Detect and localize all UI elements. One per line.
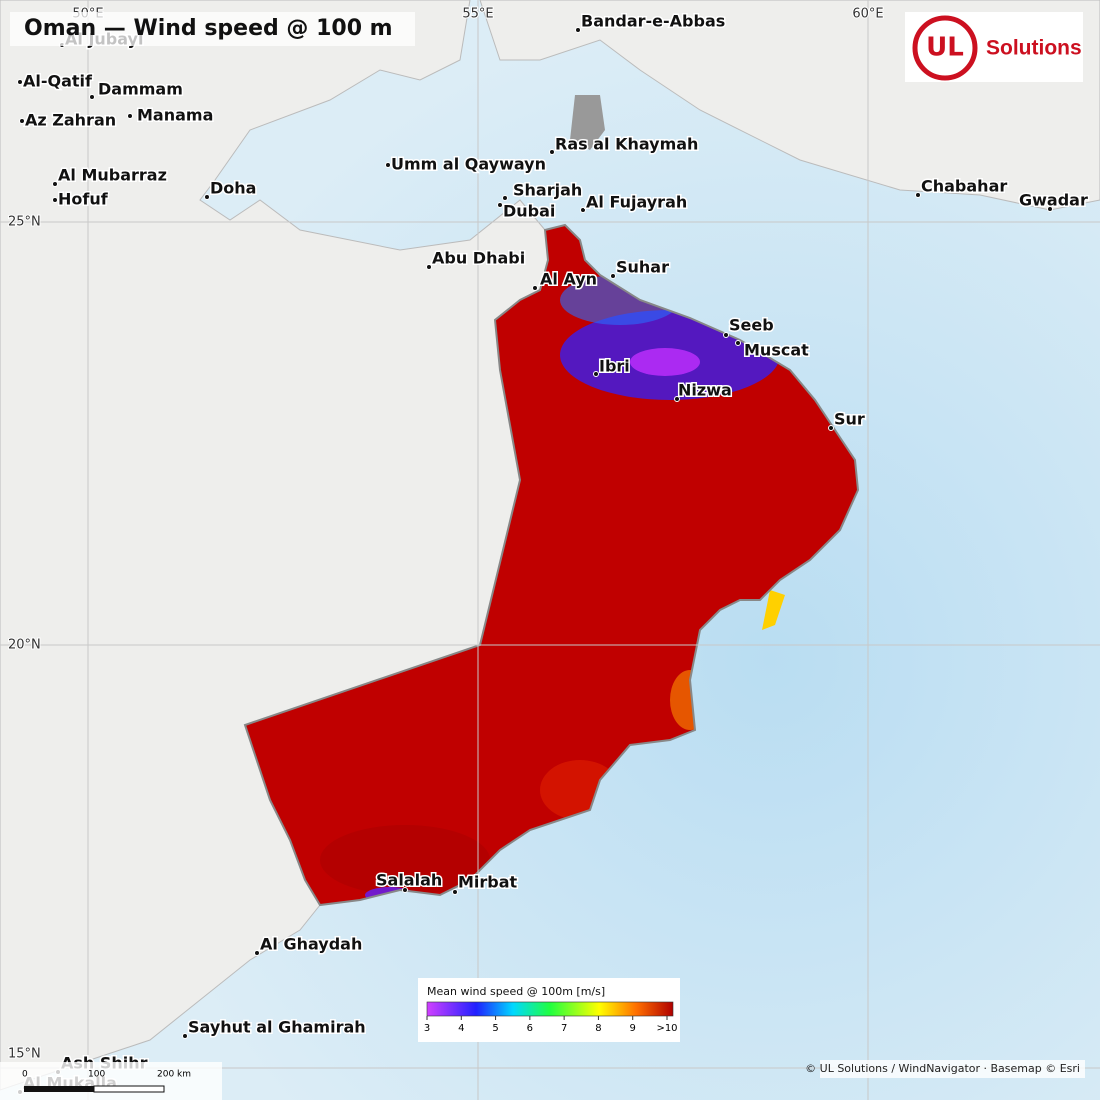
masirah-island [762, 590, 785, 630]
logo-circle [912, 15, 978, 81]
city-label: Seeb [729, 316, 774, 335]
city-label: Sayhut al Ghamirah [188, 1018, 366, 1037]
colorbar [426, 1001, 674, 1017]
city-dot [502, 195, 508, 201]
lat-label: 15°N [8, 1047, 41, 1062]
city-label: Ras al Khaymah [555, 135, 698, 154]
city-dot [52, 181, 58, 187]
title-bg [10, 12, 415, 46]
colorbar-tick-label: 5 [492, 1023, 498, 1034]
city-dot [610, 273, 616, 279]
city-label: Manama [137, 106, 213, 125]
city-dot [452, 889, 458, 895]
attribution-bg [820, 1060, 1085, 1078]
city-dot [89, 94, 95, 100]
city-dot [674, 396, 680, 402]
logo-mark: UL [926, 33, 964, 63]
logo-text: Solutions [986, 37, 1082, 60]
lat-label: 20°N [8, 638, 41, 653]
city-label: Mirbat [458, 873, 518, 892]
city-label: Hofuf [58, 190, 109, 209]
colorbar-tick-label: 7 [561, 1023, 567, 1034]
city-label: Umm al Qaywayn [391, 155, 546, 174]
city-label: Dubai [503, 202, 555, 221]
city-dot [580, 207, 586, 213]
city-label: Chabahar [921, 177, 1007, 196]
city-dot [182, 1033, 188, 1039]
city-dot [735, 340, 741, 346]
city-dot [532, 285, 538, 291]
city-label: Suhar [616, 258, 669, 277]
attribution: © UL Solutions / WindNavigator · Basemap… [805, 1062, 1080, 1075]
legend-title: Mean wind speed @ 100m [m/s] [427, 985, 605, 998]
city-label: Az Zahran [25, 111, 116, 130]
lon-label: 60°E [852, 7, 883, 22]
city-dot [915, 192, 921, 198]
city-dot [593, 371, 599, 377]
map-title: Oman — Wind speed @ 100 m [24, 16, 393, 41]
legend: Mean wind speed @ 100m [m/s] 3 4 5 6 7 8 9 >10 [418, 978, 680, 1042]
colorbar-tick-label: >10 [656, 1023, 677, 1034]
city-dot [723, 332, 729, 338]
city-label: Al Fujayrah [586, 193, 687, 212]
city-label: Al Ghaydah [260, 935, 362, 954]
city-label: Sur [834, 410, 865, 429]
city-dot [204, 194, 210, 200]
city-label: Al Mubarraz [58, 166, 167, 185]
city-dot [52, 197, 58, 203]
city-dot [497, 202, 503, 208]
city-dot [402, 887, 408, 893]
city-dot [1047, 206, 1053, 212]
colorbar-tick-label: 3 [424, 1023, 430, 1034]
lat-label: 25°N [8, 215, 41, 230]
city-label: Al-Qatif [23, 72, 93, 91]
city-dot [549, 149, 555, 155]
musandam [570, 95, 605, 150]
city-label: Abu Dhabi [432, 249, 525, 268]
city-dot [385, 162, 391, 168]
city-label: Al Ayn [540, 270, 597, 289]
scale-label: 200 km [157, 1070, 191, 1080]
city-label: Bandar-e-Abbas [581, 12, 725, 31]
city-label: Salalah [376, 871, 442, 890]
scale-bar: 0 100 200 km [0, 1062, 222, 1100]
city-label: Muscat [744, 341, 809, 360]
city-label: Ibri [599, 357, 630, 376]
city-dot [17, 79, 23, 85]
city-dot [575, 27, 581, 33]
city-dot [828, 425, 834, 431]
scale-label: 0 [22, 1070, 28, 1080]
colorbar-tick-label: 9 [630, 1023, 636, 1034]
city-label: Nizwa [678, 381, 732, 400]
city-label: Gwadar [1019, 191, 1088, 210]
scale-label: 100 [88, 1070, 105, 1080]
colorbar-tick-label: 4 [458, 1023, 464, 1034]
city-dot [254, 950, 260, 956]
city-label: Dammam [98, 80, 183, 99]
city-label: Doha [210, 179, 256, 198]
city-label: Sharjah [513, 181, 582, 200]
city-dot [19, 118, 25, 124]
city-dot [127, 113, 133, 119]
colorbar-tick-label: 8 [595, 1023, 601, 1034]
lon-label: 55°E [462, 7, 493, 22]
city-dot [426, 264, 432, 270]
colorbar-tick-label: 6 [527, 1023, 533, 1034]
